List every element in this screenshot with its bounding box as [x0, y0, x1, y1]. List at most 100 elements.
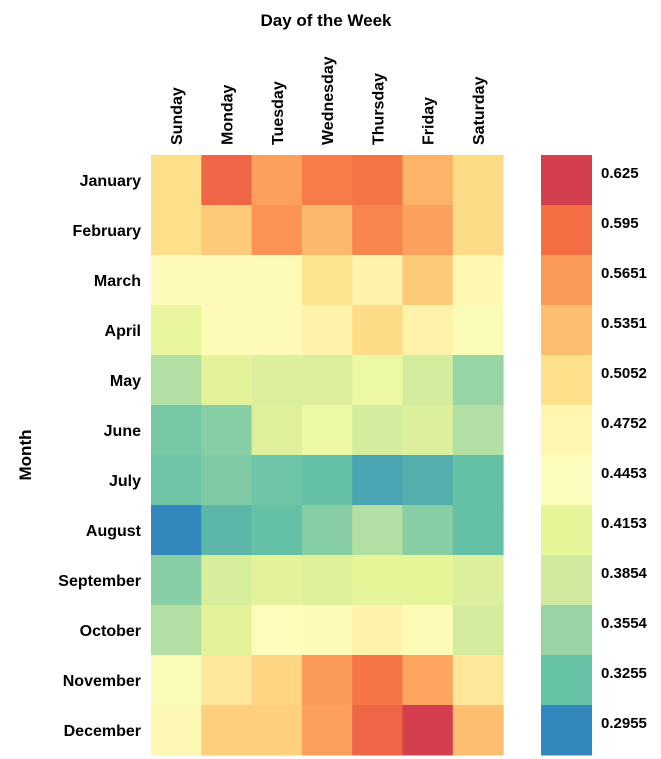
colorbar-tick: 0.3255 — [601, 665, 647, 682]
y-tick-april: April — [105, 323, 141, 340]
cell-december-sunday — [151, 705, 202, 756]
x-tick-sunday: Sunday — [169, 87, 186, 145]
cell-october-wednesday — [301, 605, 353, 656]
colorbar-tick: 0.5351 — [601, 315, 647, 332]
cell-november-thursday — [352, 655, 403, 706]
cell-september-friday — [402, 555, 454, 606]
colorbar-swatch — [541, 605, 592, 656]
cell-october-tuesday — [251, 605, 303, 656]
cell-december-tuesday — [251, 705, 303, 756]
cell-september-wednesday — [301, 555, 353, 606]
cell-may-wednesday — [301, 355, 353, 406]
cell-january-thursday — [352, 155, 403, 206]
cell-march-tuesday — [251, 255, 303, 306]
cell-august-saturday — [452, 505, 504, 556]
cell-december-wednesday — [301, 705, 353, 756]
cell-february-friday — [402, 205, 454, 256]
y-tick-september: September — [58, 573, 141, 590]
cell-march-friday — [402, 255, 454, 306]
cell-august-sunday — [151, 505, 202, 556]
cell-december-monday — [201, 705, 253, 756]
y-tick-october: October — [80, 623, 141, 640]
cell-april-sunday — [151, 305, 202, 356]
colorbar-tick: 0.4453 — [601, 465, 647, 482]
cell-june-wednesday — [301, 405, 353, 456]
cell-april-thursday — [352, 305, 403, 356]
cell-january-tuesday — [251, 155, 303, 206]
x-tick-friday: Friday — [421, 97, 438, 145]
y-tick-december: December — [64, 723, 141, 740]
colorbar-tick: 0.4752 — [601, 415, 647, 432]
cell-may-thursday — [352, 355, 403, 406]
cell-april-tuesday — [251, 305, 303, 356]
cell-august-monday — [201, 505, 253, 556]
cell-september-thursday — [352, 555, 403, 606]
x-tick-wednesday: Wednesday — [320, 56, 337, 145]
y-tick-august: August — [86, 523, 142, 540]
cell-june-monday — [201, 405, 253, 456]
cell-september-monday — [201, 555, 253, 606]
cell-september-tuesday — [251, 555, 303, 606]
colorbar-swatch — [541, 355, 592, 406]
cell-july-wednesday — [301, 455, 353, 506]
colorbar-swatch — [541, 405, 592, 456]
cell-june-tuesday — [251, 405, 303, 456]
cell-march-saturday — [452, 255, 504, 306]
cell-january-friday — [402, 155, 454, 206]
cell-february-saturday — [452, 205, 504, 256]
x-tick-labels: Sunday Monday Tuesday Wednesday Thursday Frid… — [169, 56, 488, 145]
cell-october-monday — [201, 605, 253, 656]
cell-june-saturday — [452, 405, 504, 456]
cell-april-wednesday — [301, 305, 353, 356]
colorbar-swatch — [541, 655, 592, 706]
cell-september-sunday — [151, 555, 202, 606]
cell-january-monday — [201, 155, 253, 206]
cell-february-sunday — [151, 205, 202, 256]
cell-november-saturday — [452, 655, 504, 706]
cell-july-thursday — [352, 455, 403, 506]
cell-may-sunday — [151, 355, 202, 406]
y-tick-november: November — [63, 673, 141, 690]
y-tick-may: May — [110, 373, 141, 390]
cell-august-tuesday — [251, 505, 303, 556]
cell-july-tuesday — [251, 455, 303, 506]
cell-november-sunday — [151, 655, 202, 706]
colorbar-tick: 0.3554 — [601, 615, 648, 632]
heatmap-cells — [151, 155, 504, 756]
cell-may-tuesday — [251, 355, 303, 406]
cell-october-thursday — [352, 605, 403, 656]
colorbar-tick: 0.625 — [601, 165, 639, 182]
cell-december-friday — [402, 705, 454, 756]
cell-december-thursday — [352, 705, 403, 756]
y-tick-march: March — [94, 273, 141, 290]
cell-november-wednesday — [301, 655, 353, 706]
cell-november-monday — [201, 655, 253, 706]
cell-june-sunday — [151, 405, 202, 456]
cell-august-friday — [402, 505, 454, 556]
y-tick-june: June — [104, 423, 141, 440]
cell-november-tuesday — [251, 655, 303, 706]
cell-june-friday — [402, 405, 454, 456]
y-axis-title: Month — [16, 430, 35, 481]
cell-november-friday — [402, 655, 454, 706]
colorbar-tick: 0.595 — [601, 215, 639, 232]
cell-may-saturday — [452, 355, 504, 406]
cell-february-tuesday — [251, 205, 303, 256]
cell-march-wednesday — [301, 255, 353, 306]
x-tick-saturday: Saturday — [471, 76, 488, 145]
y-tick-july: July — [109, 473, 141, 490]
cell-january-wednesday — [301, 155, 353, 206]
cell-march-thursday — [352, 255, 403, 306]
colorbar-tick: 0.4153 — [601, 515, 647, 532]
colorbar-swatch — [541, 155, 592, 206]
cell-july-monday — [201, 455, 253, 506]
cell-march-monday — [201, 255, 253, 306]
cell-may-monday — [201, 355, 253, 406]
cell-august-wednesday — [301, 505, 353, 556]
cell-april-saturday — [452, 305, 504, 356]
cell-january-sunday — [151, 155, 202, 206]
cell-january-saturday — [452, 155, 504, 206]
colorbar-tick: 0.5651 — [601, 265, 647, 282]
cell-september-saturday — [452, 555, 504, 606]
